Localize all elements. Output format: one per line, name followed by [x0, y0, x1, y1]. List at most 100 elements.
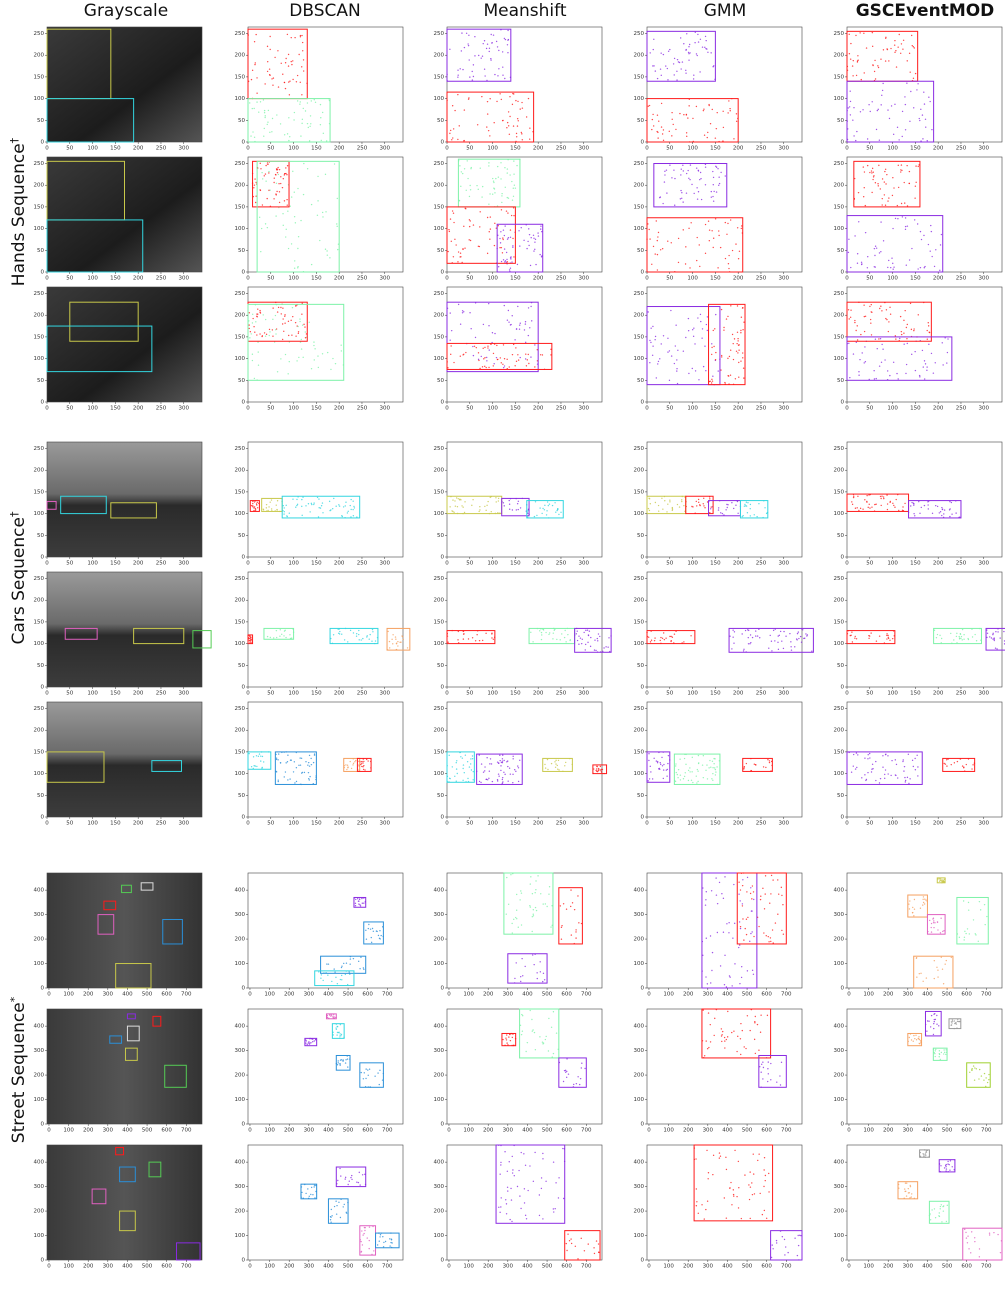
event-point	[738, 921, 741, 923]
event-point	[374, 640, 377, 642]
event-point	[905, 372, 907, 375]
event-point	[855, 752, 858, 754]
event-point	[249, 337, 251, 339]
event-point	[272, 318, 274, 321]
event-point	[917, 775, 919, 777]
event-point	[301, 498, 303, 501]
event-point	[691, 367, 693, 370]
event-point	[736, 305, 739, 307]
event-point	[500, 769, 502, 772]
event-point	[728, 932, 730, 934]
x-tick-label: 50	[466, 821, 473, 827]
event-point	[649, 503, 652, 505]
event-point	[355, 898, 357, 901]
event-point	[516, 263, 519, 266]
event-point	[322, 216, 324, 218]
event-point	[517, 508, 519, 511]
event-point	[347, 1066, 349, 1068]
event-point	[677, 237, 680, 240]
event-point	[310, 1186, 313, 1189]
event-point	[511, 180, 513, 183]
event-point	[536, 972, 538, 974]
event-point	[285, 636, 287, 639]
event-point	[913, 512, 915, 515]
x-tick-label: 50	[66, 276, 73, 282]
event-point	[940, 637, 943, 640]
event-point	[490, 57, 492, 60]
event-point	[279, 635, 281, 637]
event-point	[735, 243, 737, 245]
event-point	[913, 503, 915, 505]
event-point	[939, 511, 942, 513]
event-point	[848, 318, 850, 320]
event-point	[333, 497, 335, 500]
event-point	[476, 634, 478, 636]
event-point	[384, 1240, 387, 1243]
y-tick-label: 250	[434, 576, 445, 582]
bounding-box	[325, 1013, 337, 1020]
x-tick-label: 300	[979, 691, 990, 697]
event-point	[523, 1188, 526, 1190]
event-point	[728, 975, 731, 977]
event-point	[711, 951, 714, 954]
event-point	[320, 974, 323, 976]
event-point	[288, 117, 290, 119]
y-tick-label: 200	[235, 1073, 246, 1079]
event-point	[252, 317, 254, 320]
x-tick-label: 300	[304, 992, 315, 998]
event-point	[494, 73, 496, 76]
event-point	[652, 345, 654, 347]
event-point	[980, 1075, 983, 1077]
event-point	[570, 889, 572, 891]
event-point	[333, 968, 335, 970]
event-point	[337, 1031, 340, 1034]
event-point	[881, 89, 884, 92]
event-point	[917, 165, 919, 168]
event-point	[451, 105, 454, 107]
x-tick-label: 0	[246, 146, 250, 152]
event-point	[648, 759, 650, 762]
event-point	[906, 205, 909, 207]
event-point	[528, 228, 530, 230]
event-point	[679, 37, 682, 39]
event-point	[301, 514, 303, 517]
event-point	[854, 235, 856, 237]
y-tick-label: 150	[34, 74, 45, 80]
bounding-box	[501, 1032, 517, 1047]
event-point	[495, 40, 498, 43]
event-point	[477, 352, 480, 354]
event-point	[304, 326, 306, 328]
bounding-box	[736, 872, 787, 945]
event-point	[562, 1197, 565, 1200]
event-point	[579, 1077, 582, 1080]
event-point	[288, 360, 290, 363]
event-point	[448, 230, 451, 233]
event-point	[718, 1157, 721, 1159]
y-tick-label: 0	[41, 270, 45, 276]
event-point	[858, 509, 860, 512]
event-point	[943, 509, 946, 511]
event-point	[871, 31, 874, 34]
y-tick-label: 100	[834, 961, 845, 967]
event-point	[743, 765, 746, 768]
event-point	[454, 109, 456, 112]
event-point	[866, 501, 868, 503]
event-point	[676, 368, 678, 370]
event-point	[857, 495, 859, 498]
row-label: Street Sequence*	[8, 996, 30, 1143]
event-point	[570, 1238, 572, 1240]
bounding-box	[907, 894, 928, 918]
event-point	[895, 774, 897, 777]
event-point	[390, 1241, 392, 1244]
event-point	[512, 207, 515, 209]
event-point	[513, 173, 515, 175]
event-point	[505, 251, 508, 254]
y-tick-label: 50	[837, 663, 844, 669]
event-point	[688, 43, 691, 46]
event-point	[389, 1238, 391, 1240]
event-point	[887, 755, 889, 757]
event-point	[782, 904, 784, 906]
event-point	[520, 131, 523, 134]
event-point	[856, 60, 859, 62]
